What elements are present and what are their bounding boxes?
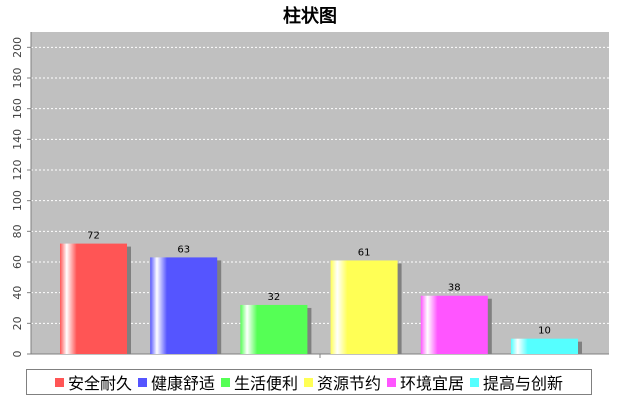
chart-legend: 安全耐久 健康舒适 生活便利 资源节约 环境宜居 提高与创新	[26, 369, 592, 395]
data-label: 61	[358, 247, 371, 258]
legend-item: 健康舒适	[137, 370, 215, 394]
bar	[150, 257, 218, 354]
legend-item: 资源节约	[304, 370, 381, 394]
bar	[240, 304, 308, 354]
chart-title: 柱状图	[283, 6, 337, 27]
bar	[330, 260, 398, 354]
bar	[511, 338, 578, 354]
legend-label: 安全耐久	[67, 374, 132, 393]
data-label: 32	[268, 292, 281, 303]
legend-item: 安全耐久	[54, 370, 132, 394]
y-tick-label: 20	[11, 316, 24, 330]
legend-label: 资源节约	[317, 374, 382, 393]
y-tick-label: 140	[11, 129, 24, 150]
legend-swatch	[470, 377, 480, 387]
y-tick-label: 60	[11, 255, 24, 269]
data-label: 10	[538, 326, 551, 337]
legend-swatch	[387, 377, 397, 387]
y-tick-label: 180	[11, 68, 24, 89]
y-tick-label: 80	[11, 224, 24, 238]
legend-swatch	[220, 377, 230, 387]
y-tick-label: 0	[11, 351, 24, 358]
legend-label: 健康舒适	[150, 374, 215, 393]
data-label: 63	[177, 244, 190, 255]
legend-label: 提高与创新	[483, 374, 564, 393]
y-tick-label: 40	[11, 286, 24, 300]
bar	[420, 295, 488, 354]
legend-item: 环境宜居	[387, 370, 464, 394]
data-label: 72	[87, 231, 100, 242]
y-tick-label: 120	[11, 160, 24, 181]
legend-swatch	[54, 377, 64, 387]
legend-item: 生活便利	[220, 370, 298, 394]
legend-swatch	[137, 377, 147, 387]
legend-swatch	[304, 377, 313, 387]
y-tick-label: 100	[11, 190, 24, 211]
y-tick-label: 160	[11, 98, 24, 119]
bar	[60, 243, 127, 354]
data-label: 38	[448, 283, 461, 294]
legend-label: 生活便利	[233, 374, 298, 393]
y-tick-label: 200	[11, 37, 24, 58]
legend-item: 提高与创新	[470, 370, 563, 394]
legend-label: 环境宜居	[400, 374, 465, 393]
